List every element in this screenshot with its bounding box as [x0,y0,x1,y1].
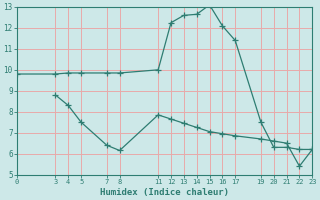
X-axis label: Humidex (Indice chaleur): Humidex (Indice chaleur) [100,188,229,197]
